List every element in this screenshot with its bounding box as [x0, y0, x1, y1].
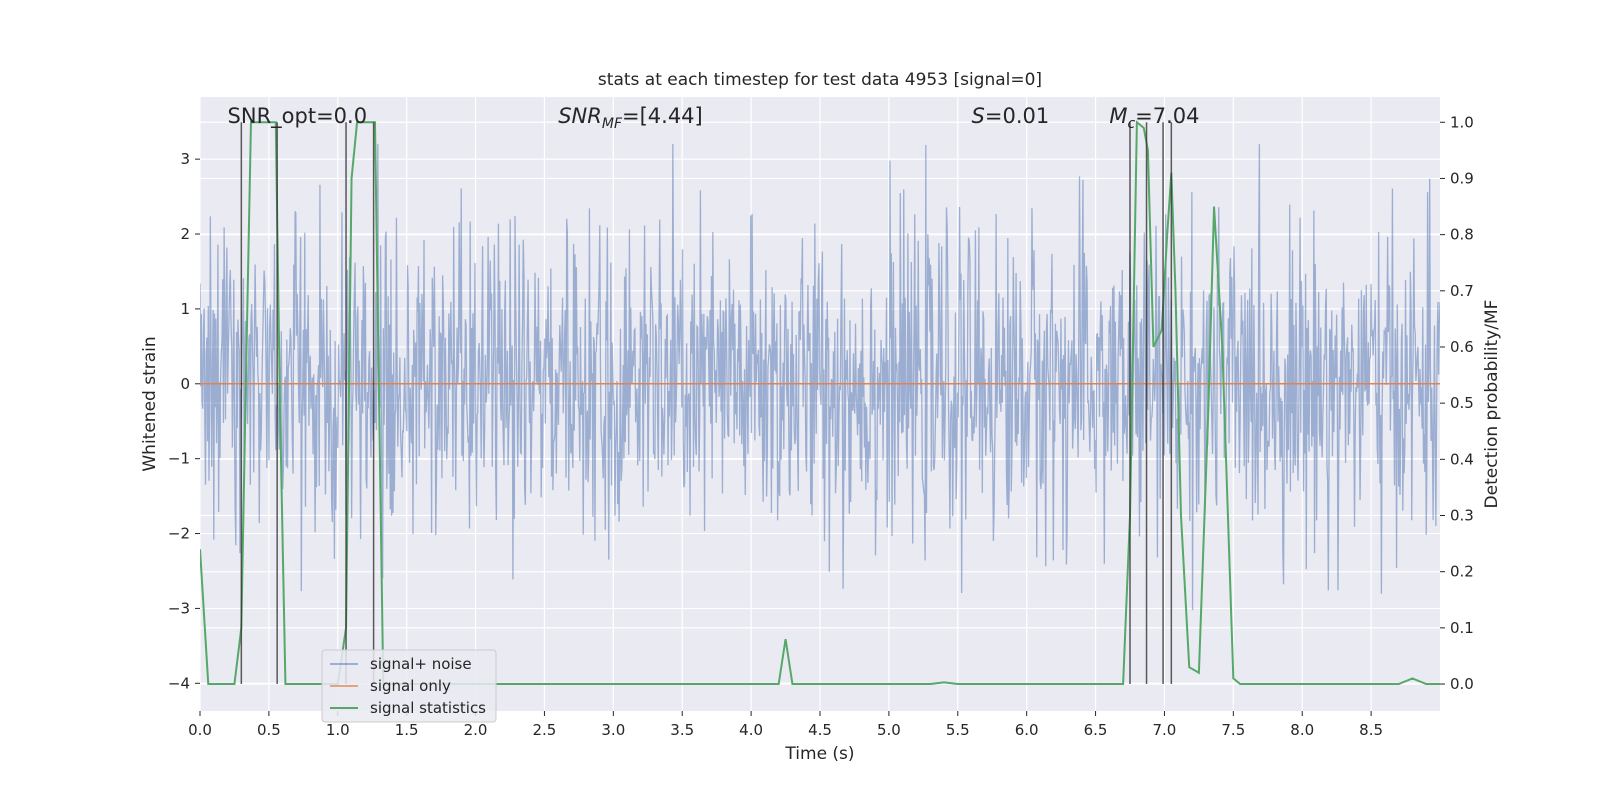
y-right-tick-label: 0.8 [1450, 226, 1474, 244]
y-right-tick-label: 0.3 [1450, 507, 1474, 525]
x-tick-label: 6.0 [1015, 721, 1039, 739]
y-right-tick-label: 0.9 [1450, 169, 1474, 187]
chart-title: stats at each timestep for test data 495… [598, 70, 1042, 90]
y-right-tick-label: 0.4 [1450, 450, 1474, 468]
y-axis-label: Whitened strain [140, 336, 160, 471]
legend-label: signal statistics [370, 699, 486, 717]
y-tick-label: −2 [168, 525, 190, 543]
x-tick-label: 3.0 [601, 721, 625, 739]
series-signal-statistics-line [200, 120, 1440, 686]
y-right-tick-label: 0.6 [1450, 338, 1474, 356]
x-tick-label: 4.5 [808, 721, 832, 739]
y-tick-label: −3 [168, 599, 190, 617]
noise-layer [200, 144, 1440, 611]
annotation-label: S=0.01 [972, 104, 1050, 128]
annotations: SNR_opt=0.0 SNRMF=[4.44] S=0.01 Mc=7.04 [228, 104, 1200, 132]
x-tick-label: 8.0 [1290, 721, 1314, 739]
x-tick-label: 7.0 [1153, 721, 1177, 739]
tick-labels: 0.0 0.5 1.0 1.5 2.0 2.5 3.0 3.5 4.0 4.5 5.0 5.5 6.0 6… [168, 113, 1474, 739]
y-tick-label: −4 [168, 674, 190, 692]
annotation-label: SNRMF=[4.44] [558, 104, 703, 132]
y-tick-label: 0 [180, 375, 190, 393]
x-tick-label: 5.0 [877, 721, 901, 739]
x-tick-label: 0.5 [257, 721, 281, 739]
y-right-tick-label: 1.0 [1450, 113, 1474, 131]
x-tick-label: 2.0 [464, 721, 488, 739]
x-tick-label: 2.5 [533, 721, 557, 739]
series-signal-noise-line [200, 144, 1440, 611]
legend-label: signal+ noise [370, 655, 472, 673]
vertical-markers [240, 122, 1173, 685]
legend-box [321, 649, 497, 723]
y-right-tick-label: 0.1 [1450, 619, 1474, 637]
x-tick-label: 1.5 [395, 721, 419, 739]
x-tick-label: 7.5 [1221, 721, 1245, 739]
x-tick-label: 1.0 [326, 721, 350, 739]
y-tick-label: 2 [180, 225, 190, 243]
legend: signal+ noise signal only signal statistic… [321, 649, 497, 723]
y-tick-label: 1 [180, 300, 190, 318]
x-tick-label: 8.5 [1359, 721, 1383, 739]
legend-label: signal only [370, 677, 451, 695]
x-tick-label: 5.5 [946, 721, 970, 739]
y-right-tick-label: 0.0 [1450, 675, 1474, 693]
y-right-axis-label: Detection probability/MF [1482, 300, 1502, 509]
x-axis-label: Time (s) [784, 744, 854, 764]
annotation-label: Mc=7.04 [1109, 104, 1199, 132]
y-tick-label: 3 [180, 150, 190, 168]
x-tick-label: 6.5 [1084, 721, 1108, 739]
y-tick-label: −1 [168, 450, 190, 468]
y-right-tick-label: 0.2 [1450, 563, 1474, 581]
y-right-tick-label: 0.5 [1450, 394, 1474, 412]
x-tick-label: 4.0 [739, 721, 763, 739]
x-tick-label: 3.5 [670, 721, 694, 739]
annotation-label: SNR_opt=0.0 [228, 104, 368, 129]
x-tick-label: 0.0 [188, 721, 212, 739]
y-right-tick-label: 0.7 [1450, 282, 1474, 300]
lines-layer [200, 120, 1440, 686]
